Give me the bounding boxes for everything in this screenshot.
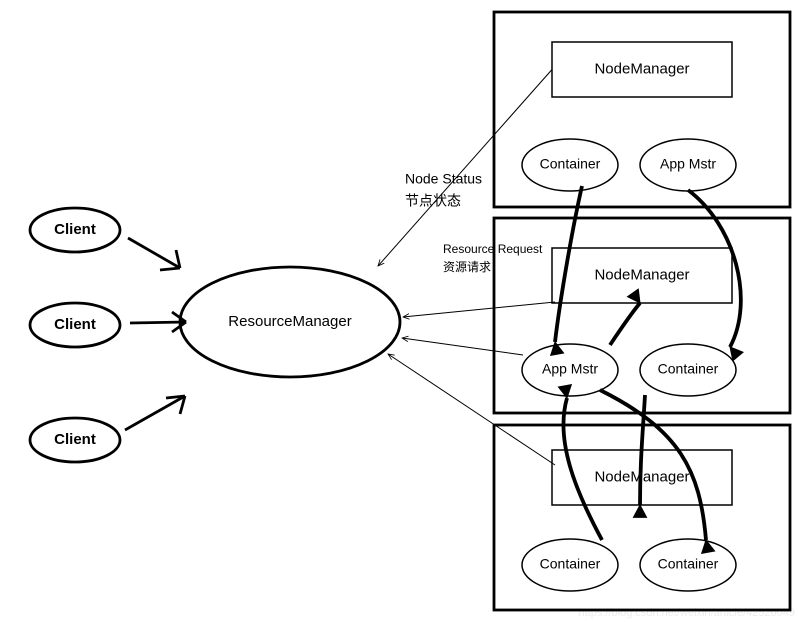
container-label: Container <box>658 361 719 377</box>
heavy-curve <box>610 303 640 345</box>
client-arrow-head <box>166 396 185 398</box>
resource-request-cn: 资源请求 <box>443 260 491 274</box>
client-arrow-shaft <box>125 396 185 430</box>
container-label: Container <box>540 156 601 172</box>
client-label: Client <box>54 221 96 238</box>
resource-manager-label: ResourceManager <box>228 313 351 330</box>
client-label: Client <box>54 431 96 448</box>
node-manager-label: NodeManager <box>594 60 689 77</box>
node-manager-label: NodeManager <box>594 468 689 485</box>
container-label: App Mstr <box>542 361 598 377</box>
resource-request-en: Resource Request <box>443 242 543 256</box>
container-label: Container <box>540 556 601 572</box>
client-arrow-head <box>160 268 180 270</box>
thin-arrow <box>402 338 523 355</box>
node-status-cn: 节点状态 <box>405 193 461 209</box>
node-status-en: Node Status <box>405 171 482 187</box>
container-label: Container <box>658 556 719 572</box>
yarn-architecture-diagram: Client Client Client ResourceManager NodeMan… <box>0 0 799 622</box>
watermark: https://blog.csdn.net/weixin/article/425… <box>579 607 795 619</box>
thin-arrow <box>403 302 555 317</box>
client-arrow-shaft <box>128 238 180 268</box>
client-label: Client <box>54 316 96 333</box>
node-manager-label: NodeManager <box>594 266 689 283</box>
heavy-arrow-head <box>633 505 646 517</box>
container-label: App Mstr <box>660 156 716 172</box>
client-arrow-shaft <box>130 322 186 323</box>
